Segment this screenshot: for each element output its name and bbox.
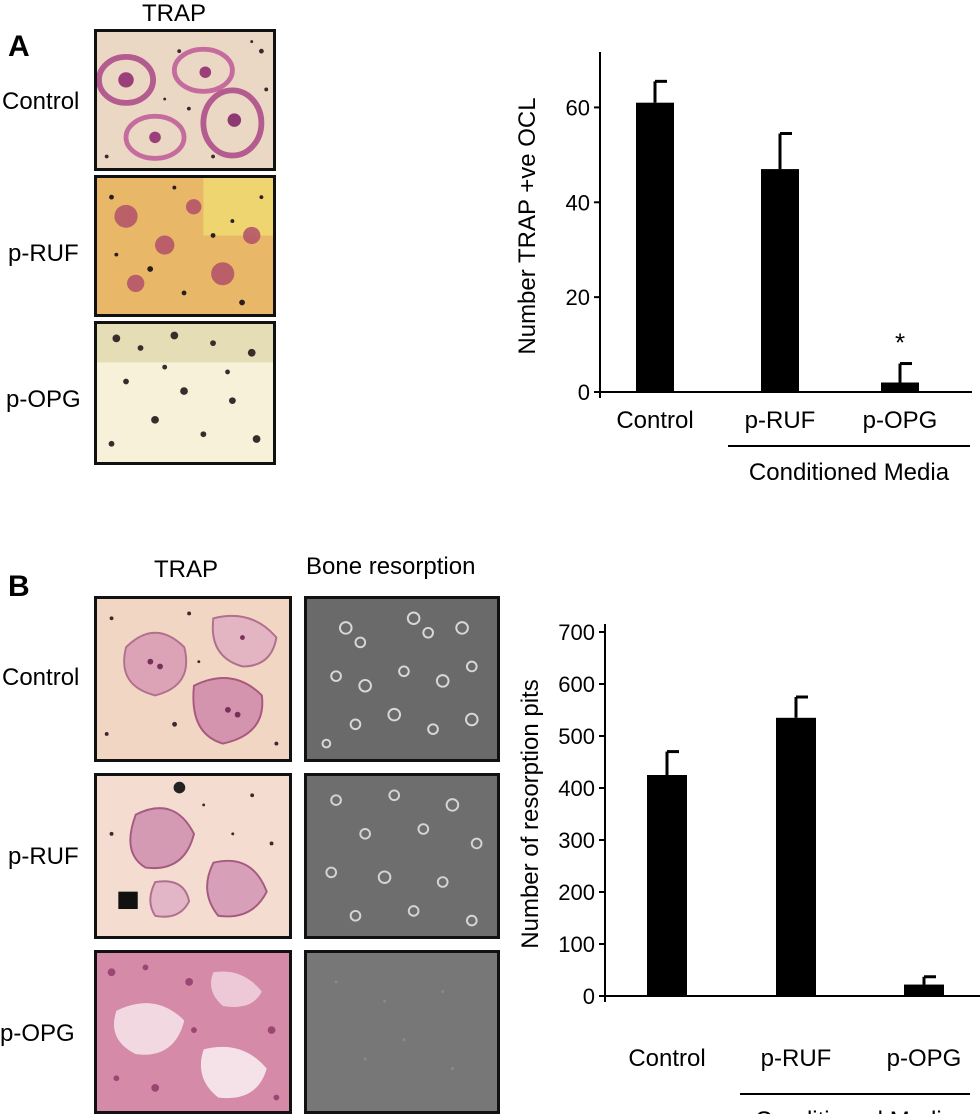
micrograph-b-resorption-control (304, 596, 500, 762)
chart-b-y-tick-label: 700 (558, 620, 595, 645)
chart-a: Number TRAP +ve OCL 0 20 40 60 Control p-RUF p-… (510, 40, 980, 490)
chart-a-bar-p-opg (881, 382, 919, 392)
panel-b-row-label-p-opg: p-OPG (0, 1020, 75, 1047)
panel-b-row-label-control: Control (2, 664, 80, 691)
micrograph-a-trap-p-opg (94, 321, 276, 465)
chart-a-group-label: Conditioned Media (749, 459, 950, 486)
chart-b: Number of resorption pits 0 100 200 300 400 50… (510, 600, 980, 1114)
chart-b-svg: Number of resorption pits 0 100 200 300 400 50… (517, 620, 980, 1114)
panel-a-row-label-p-ruf: p-RUF (8, 240, 79, 267)
chart-b-category-label-p-opg: p-OPG (887, 1045, 962, 1072)
panel-a-row-label-p-opg: p-OPG (6, 386, 81, 413)
chart-a-y-tick-label: 60 (566, 95, 590, 120)
chart-a-bar-control (636, 102, 674, 392)
micrograph-b-resorption-p-opg (304, 950, 500, 1114)
chart-a-y-tick-label: 0 (578, 380, 590, 405)
micrograph-b-trap-control (94, 596, 292, 762)
micrograph-b-trap-p-opg (94, 950, 292, 1114)
panel-a-trap-header: TRAP (142, 0, 207, 27)
chart-b-y-tick-label: 300 (558, 828, 595, 853)
micrograph-b-trap-p-ruf (94, 773, 292, 939)
chart-a-y-axis-label: Number TRAP +ve OCL (514, 97, 541, 354)
panel-b-trap-header: TRAP (154, 556, 219, 583)
panel-b-bone-resorption-header: Bone resorption (306, 553, 476, 580)
chart-b-y-tick-label: 100 (558, 932, 595, 957)
chart-b-y-tick-label: 0 (583, 984, 595, 1009)
chart-a-category-label-p-opg: p-OPG (863, 407, 938, 434)
chart-b-y-axis-label: Number of resorption pits (517, 679, 544, 948)
panel-b-row-label-p-ruf: p-RUF (8, 843, 79, 870)
chart-a-category-label-p-ruf: p-RUF (745, 407, 816, 434)
panel-a-row-label-control: Control (2, 88, 80, 115)
panel-b-letter: B (8, 570, 30, 603)
chart-b-category-label-p-ruf: p-RUF (761, 1045, 832, 1072)
micrograph-a-trap-control (94, 29, 276, 171)
chart-a-y-tick-label: 40 (566, 190, 590, 215)
chart-b-y-tick-label: 400 (558, 776, 595, 801)
chart-a-category-label-control: Control (616, 407, 693, 434)
chart-b-bar-p-opg (904, 984, 944, 996)
chart-a-bar-p-ruf (761, 169, 799, 392)
chart-b-bar-control (647, 775, 687, 996)
panel-a-letter: A (8, 30, 30, 63)
chart-b-y-tick-label: 200 (558, 880, 595, 905)
chart-a-y-tick-label: 20 (566, 285, 590, 310)
chart-b-bar-p-ruf (776, 717, 816, 996)
chart-b-y-tick-label: 600 (558, 672, 595, 697)
chart-b-group-label: Conditioned Media (755, 1107, 956, 1114)
chart-b-category-label-control: Control (628, 1045, 705, 1072)
chart-a-svg: Number TRAP +ve OCL 0 20 40 60 Control p-RUF p-… (514, 52, 972, 486)
micrograph-b-resorption-p-ruf (304, 773, 500, 939)
chart-b-y-tick-label: 500 (558, 724, 595, 749)
chart-a-significance-mark: * (895, 328, 905, 358)
micrograph-a-trap-p-ruf (94, 175, 276, 317)
